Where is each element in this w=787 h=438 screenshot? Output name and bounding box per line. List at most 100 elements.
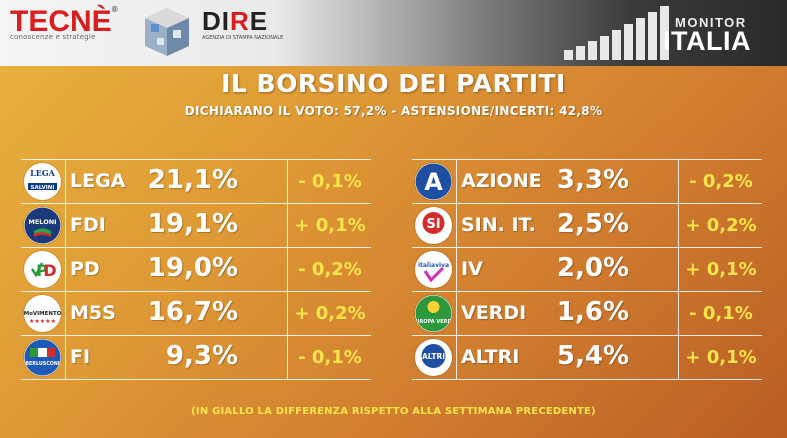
party-name-cell: LEGA 21,1%: [65, 160, 246, 203]
right-party-table: A AZIONE 3,3% - 0,2% SI SIN. IT. 2,5% + 0,2% ita…: [412, 159, 763, 380]
footer-note: (IN GIALLO LA DIFFERENZA RISPETTO ALLA S…: [191, 406, 596, 417]
party-name-cell: FDI 19,1%: [65, 204, 246, 247]
svg-text:LEGA: LEGA: [30, 168, 56, 178]
monitor-italia-logo: MONITOR ITALIA: [560, 6, 780, 62]
party-weekly-change: - 0,2%: [678, 160, 763, 203]
party-logo-cell: BERLUSCONI: [21, 336, 64, 379]
tecne-tagline: conoscenze e strategie: [10, 33, 96, 41]
party-row-left-1: MELONI FDI 19,1% + 0,1%: [21, 204, 372, 248]
party-vote-percent: 19,0%: [147, 253, 238, 283]
party-logo-cell: MoVIMENTO ★★★★★: [21, 292, 64, 335]
row-divider: [412, 247, 762, 248]
party-name: VERDI: [461, 302, 527, 324]
row-divider: [412, 159, 762, 160]
party-name: ALTRI: [461, 346, 520, 368]
row-divider: [21, 291, 371, 292]
party-vote-percent: 2,5%: [556, 209, 629, 239]
party-row-right-0: A AZIONE 3,3% - 0,2%: [412, 159, 763, 204]
party-logo-cell: EUROPA VERDE: [412, 292, 455, 335]
party-name-cell: PD 19,0%: [65, 248, 246, 291]
svg-text:BERLUSCONI: BERLUSCONI: [25, 361, 59, 367]
party-vote-percent: 1,6%: [556, 297, 629, 327]
fdi-logo-icon: MELONI: [24, 207, 61, 244]
sinistra-italiana-logo-icon: SI: [415, 207, 452, 244]
tecne-registered-mark: ®: [111, 5, 118, 14]
row-divider: [412, 291, 762, 292]
azione-logo-icon: A: [415, 163, 452, 200]
cube-logo-icon: [137, 4, 197, 66]
svg-text:SI: SI: [426, 217, 440, 232]
party-name-cell: IV 2,0%: [456, 248, 637, 291]
fi-logo-icon: BERLUSCONI: [24, 339, 61, 376]
monitor-label: MONITOR: [675, 15, 747, 30]
party-name-cell: ALTRI 5,4%: [456, 336, 637, 379]
europa-verde-logo-icon: EUROPA VERDE: [415, 295, 452, 332]
svg-text:P: P: [36, 261, 48, 280]
party-row-right-1: SI SIN. IT. 2,5% + 0,2%: [412, 204, 763, 248]
m5s-logo-icon: MoVIMENTO ★★★★★: [24, 295, 61, 332]
party-row-right-2: italiaviva IV 2,0% + 0,1%: [412, 248, 763, 292]
row-divider: [21, 247, 371, 248]
party-name: AZIONE: [461, 170, 542, 192]
party-name: PD: [70, 258, 100, 280]
row-divider: [21, 159, 371, 160]
party-row-left-4: BERLUSCONI FI 9,3% - 0,1%: [21, 336, 372, 380]
party-name-cell: VERDI 1,6%: [456, 292, 637, 335]
party-name: FDI: [70, 214, 106, 236]
lega-logo-icon: LEGA SALVINI: [24, 163, 61, 200]
row-divider: [412, 203, 762, 204]
party-name: M5S: [70, 302, 116, 324]
row-divider: [21, 203, 371, 204]
left-party-table: LEGA SALVINI LEGA 21,1% - 0,1% MELONI FDI 19,1%…: [21, 159, 372, 380]
party-logo-cell: italiaviva: [412, 248, 455, 291]
party-vote-percent: 19,1%: [147, 209, 238, 239]
bars-chart-icon: [564, 6, 669, 60]
party-weekly-change: + 0,1%: [678, 248, 763, 291]
tecne-wordmark: TECNÈ: [10, 5, 112, 38]
party-row-left-0: LEGA SALVINI LEGA 21,1% - 0,1%: [21, 159, 372, 204]
party-row-left-3: MoVIMENTO ★★★★★ M5S 16,7% + 0,2%: [21, 292, 371, 336]
svg-text:EUROPA VERDE: EUROPA VERDE: [415, 319, 452, 325]
party-name-cell: AZIONE 3,3%: [456, 160, 637, 203]
party-row-left-2: P D PD 19,0% - 0,2%: [21, 248, 372, 292]
svg-text:SALVINI: SALVINI: [31, 185, 55, 191]
party-logo-cell: ALTRI: [412, 336, 455, 379]
svg-text:MELONI: MELONI: [28, 218, 56, 226]
italia-viva-logo-icon: italiaviva: [415, 251, 452, 288]
dire-tagline: AGENZIA DI STAMPA NAZIONALE: [202, 35, 284, 41]
party-vote-percent: 9,3%: [165, 341, 238, 371]
party-weekly-change: + 0,2%: [678, 204, 763, 247]
svg-text:★★★★★: ★★★★★: [29, 318, 56, 325]
party-logo-cell: LEGA SALVINI: [21, 160, 64, 203]
party-weekly-change: - 0,1%: [287, 160, 372, 203]
header-banner: TECNÈ® conoscenze e strategie DIRE AGENZ…: [0, 0, 787, 66]
altri-logo-icon: ALTRI: [415, 339, 452, 376]
party-name: IV: [461, 258, 483, 280]
party-row-right-4: ALTRI ALTRI 5,4% + 0,1%: [412, 336, 762, 380]
party-weekly-change: + 0,1%: [287, 204, 372, 247]
svg-text:italiaviva: italiaviva: [418, 262, 449, 269]
dire-logo: DIRE AGENZIA DI STAMPA NAZIONALE: [202, 6, 283, 41]
party-weekly-change: - 0,1%: [287, 336, 372, 379]
page-subtitle: DICHIARANO IL VOTO: 57,2% - ASTENSIONE/I…: [184, 104, 603, 118]
party-name: LEGA: [70, 170, 126, 192]
party-vote-percent: 2,0%: [556, 253, 629, 283]
party-name: SIN. IT.: [461, 214, 536, 236]
party-vote-percent: 21,1%: [147, 165, 238, 195]
party-vote-percent: 5,4%: [556, 341, 629, 371]
row-divider: [412, 335, 762, 336]
party-name-cell: FI 9,3%: [65, 336, 246, 379]
party-logo-cell: SI: [412, 204, 455, 247]
italia-label: ITALIA: [663, 26, 751, 56]
svg-text:A: A: [424, 168, 443, 196]
row-divider: [412, 379, 762, 380]
party-vote-percent: 16,7%: [147, 297, 238, 327]
dire-wordmark: DIRE: [202, 6, 269, 36]
party-name: FI: [70, 346, 91, 368]
party-weekly-change: - 0,2%: [287, 248, 372, 291]
row-divider: [21, 379, 371, 380]
tecne-logo: TECNÈ® conoscenze e strategie: [10, 5, 118, 41]
party-name-cell: M5S 16,7%: [65, 292, 246, 335]
